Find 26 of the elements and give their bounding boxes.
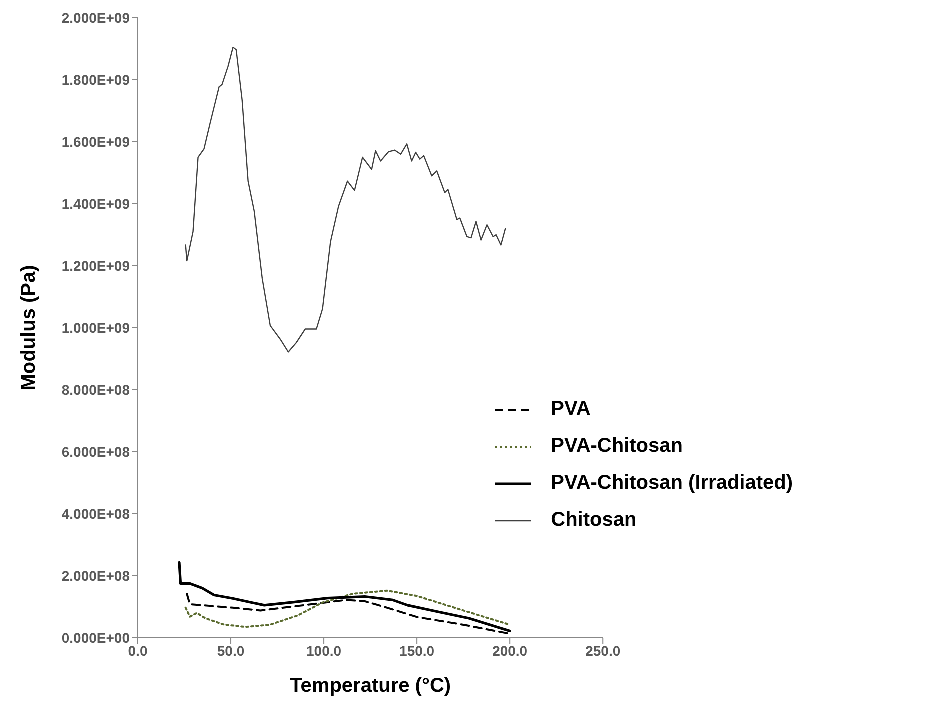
line-series [184,590,512,628]
y-axis-title: Modulus (Pa) [18,265,40,391]
y-tick-label: 1.200E+09 [62,258,130,274]
x-tick-label: 150.0 [400,642,435,659]
y-tick-label: 0.000E+00 [62,630,130,646]
line-series [185,46,506,353]
y-tick-label: 1.400E+09 [62,196,130,212]
legend-label: PVA [551,398,591,421]
y-tick-label: 2.000E+09 [62,10,130,26]
line-series [178,561,512,632]
legend-label: Chitosan [551,509,637,532]
y-tick-label: 8.000E+08 [62,382,130,398]
y-tick-label: 2.000E+08 [62,568,130,584]
legend-label: PVA-Chitosan (Irradiated) [551,472,793,495]
y-tick-label: 1.600E+09 [62,134,130,150]
x-tick-label: 0.0 [128,642,148,659]
y-tick-label: 1.000E+09 [62,320,130,336]
x-axis-title: Temperature (°C) [290,675,452,698]
y-tick-label: 6.000E+08 [62,444,130,460]
legend-label: PVA-Chitosan [551,435,683,458]
x-tick-label: 50.0 [217,642,245,659]
x-tick-label: 200.0 [492,642,528,659]
x-tick-label: 100.0 [306,642,342,659]
y-tick-label: 1.800E+09 [62,72,130,88]
y-tick-label: 4.000E+08 [62,506,130,522]
x-tick-label: 250.0 [586,642,621,659]
